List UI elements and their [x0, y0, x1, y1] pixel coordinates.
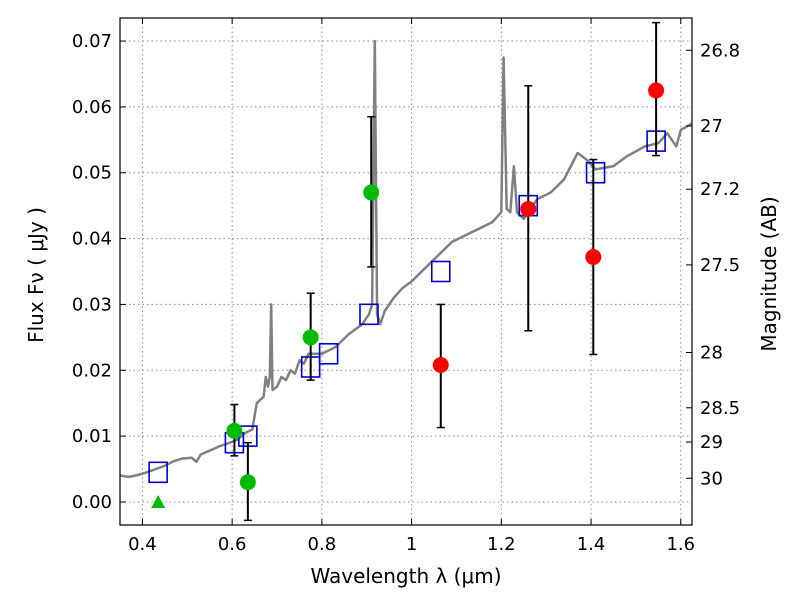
plot-frame — [119, 17, 693, 526]
magnitude-tick-label: 26.8 — [700, 40, 740, 61]
y-tick-label: 0.05 — [72, 163, 112, 184]
upper-limit-triangle — [151, 494, 166, 508]
magnitude-tick-label: 28 — [700, 342, 723, 363]
tick-layer: 0.4 0.6 0.8 1 1.2 1.4 1.6 0.00 0.01 0.02 0.03 0.04 0… — [72, 18, 740, 555]
magnitude-tick-label: 27.2 — [700, 179, 740, 200]
x-tick-label: 1.2 — [487, 534, 516, 555]
y-axis-label-right: Magnitude (AB) — [757, 196, 781, 351]
y-tick-label: 0.00 — [72, 492, 112, 513]
grid-layer — [120, 18, 692, 525]
magnitude-tick-label: 28.5 — [700, 398, 740, 419]
optical-flux-point — [226, 422, 243, 439]
model-flux-square — [318, 343, 339, 365]
magnitude-tick-label: 30 — [700, 468, 723, 489]
optical-flux-point — [239, 474, 256, 491]
x-tick-label: 0.6 — [218, 534, 247, 555]
optical-flux-point — [302, 329, 319, 346]
nir-flux-point — [585, 249, 602, 266]
nir-flux-point — [432, 356, 449, 373]
x-tick-label: 1.4 — [577, 534, 606, 555]
x-axis-label: Wavelength λ (μm) — [310, 564, 501, 588]
nir-flux-point — [648, 82, 665, 99]
x-tick-label: 1.6 — [666, 534, 695, 555]
y-tick-label: 0.01 — [72, 426, 112, 447]
nir-flux-point — [520, 200, 537, 217]
sed-template-line — [120, 39, 692, 479]
model-flux-square — [148, 461, 168, 484]
y-tick-label: 0.04 — [72, 229, 112, 250]
magnitude-tick-label: 27 — [700, 116, 723, 137]
y-axis-label-left: Flux Fν ( μJy ) — [24, 207, 48, 343]
sed-layer — [120, 39, 692, 479]
model-flux-square — [359, 303, 379, 326]
x-tick-label: 0.4 — [128, 534, 157, 555]
magnitude-tick-label: 29 — [700, 432, 723, 453]
y-tick-label: 0.06 — [72, 97, 112, 118]
model-flux-square — [430, 260, 451, 283]
magnitude-tick-label: 27.5 — [700, 255, 740, 276]
y-tick-label: 0.02 — [72, 360, 112, 381]
marker-layer — [148, 21, 666, 522]
model-flux-square — [585, 161, 606, 184]
x-tick-label: 0.8 — [308, 534, 337, 555]
optical-flux-point — [363, 184, 380, 201]
y-tick-label: 0.07 — [72, 31, 112, 52]
y-tick-label: 0.03 — [72, 294, 112, 315]
x-tick-label: 1 — [406, 534, 417, 555]
